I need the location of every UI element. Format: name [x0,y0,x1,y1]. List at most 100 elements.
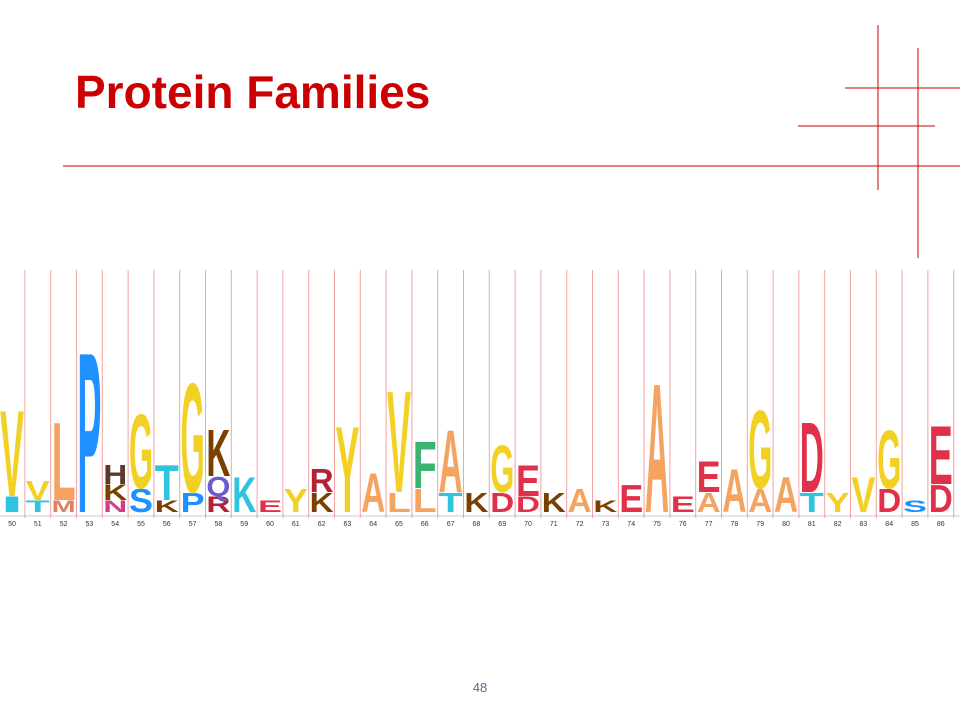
logo-letter: A [748,482,772,520]
position-label: 77 [705,521,713,528]
position-label: 65 [395,521,403,528]
logo-letter: Q [206,471,230,502]
position-label: 70 [524,521,532,528]
logo-letter: L [52,399,76,525]
logo-letter: P [77,305,101,561]
logo-letter: K [593,497,618,516]
position-label: 56 [163,521,171,528]
logo-letter: K [155,497,180,516]
position-label: 69 [498,521,506,528]
logo-letter: T [155,456,179,512]
logo-letter: K [206,417,230,491]
logo-letter: A [722,456,746,525]
logo-letter: S [903,497,927,516]
position-label: 68 [473,521,481,528]
logo-letter: N [103,497,127,516]
logo-letter: K [232,468,256,524]
logo-letter: T [439,487,463,518]
logo-letter: K [464,487,488,518]
position-label: 73 [602,521,610,528]
logo-letter: E [697,453,721,502]
position-label: 85 [911,521,919,528]
logo-letter: A [568,482,592,520]
logo-letter: E [619,477,643,521]
logo-letter: H [103,459,127,490]
logo-letter: S [129,482,153,520]
logo-letter: V [387,361,411,523]
logo-letter: A [439,413,463,512]
logo-letter: Y [826,487,850,518]
position-label: 81 [808,521,816,528]
logo-letter: A [774,468,798,524]
logo-letter: D [929,477,953,521]
position-label: 55 [137,521,145,528]
position-label: 72 [576,521,584,528]
position-label: 61 [292,521,300,528]
position-label: 75 [653,521,661,528]
logo-letter: M [52,497,76,516]
position-label: 51 [34,521,42,528]
logo-letter: D [877,482,901,520]
logo-letter: K [103,481,127,506]
position-label: 84 [885,521,893,528]
position-label: 80 [782,521,790,528]
logo-letter: G [490,433,514,507]
logo-letter: A [645,347,669,553]
position-label: 82 [834,521,842,528]
logo-letter: E [516,457,540,506]
position-label: 62 [318,521,326,528]
position-label: 79 [756,521,764,528]
logo-letter: L [413,482,437,520]
logo-letter: T [26,497,51,516]
logo-letter: L [387,487,411,518]
logo-letter: K [542,487,566,518]
position-label: 64 [369,521,377,528]
logo-letter: D [800,401,824,513]
slide-title: Protein Families [75,66,430,118]
logo-letter: V [0,386,24,524]
logo-letter: T [800,487,824,518]
position-label: 67 [447,521,455,528]
logo-letter: G [129,392,153,510]
logo-letter: D [490,487,514,518]
logo-letter: A [361,461,385,524]
position-label: 59 [240,521,248,528]
logo-letter: V [851,468,875,524]
logo-letter: I [0,493,24,518]
page-number: 48 [473,680,487,695]
logo-letter: R [206,493,230,518]
position-label: 83 [860,521,868,528]
logo-letter: R [310,462,334,500]
logo-letter: A [697,487,721,518]
position-label: 66 [421,521,429,528]
logo-letter: G [181,350,205,525]
position-label: 63 [344,521,352,528]
logo-letter: D [516,493,540,518]
position-label: 74 [627,521,635,528]
position-label: 57 [189,521,197,528]
position-label: 52 [60,521,68,528]
position-label: 58 [215,521,223,528]
logo-letter: F [413,429,437,503]
logo-letter: E [671,493,695,518]
position-label: 86 [937,521,945,528]
logo-letter: Y [284,482,308,520]
position-label: 78 [731,521,739,528]
logo-letter: K [310,487,334,518]
position-label: 76 [679,521,687,528]
decoration [63,25,960,258]
logo-letter: Y [335,402,359,540]
position-label: 60 [266,521,274,528]
logo-letter: G [748,387,772,513]
position-label: 50 [8,521,16,528]
logo-letter: E [258,497,282,516]
logo-letter: E [929,408,953,502]
logo-letter: G [877,412,901,506]
position-label: 53 [86,521,94,528]
position-label: 54 [111,521,119,528]
logo-letter: V [26,475,50,506]
position-label: 71 [550,521,558,528]
